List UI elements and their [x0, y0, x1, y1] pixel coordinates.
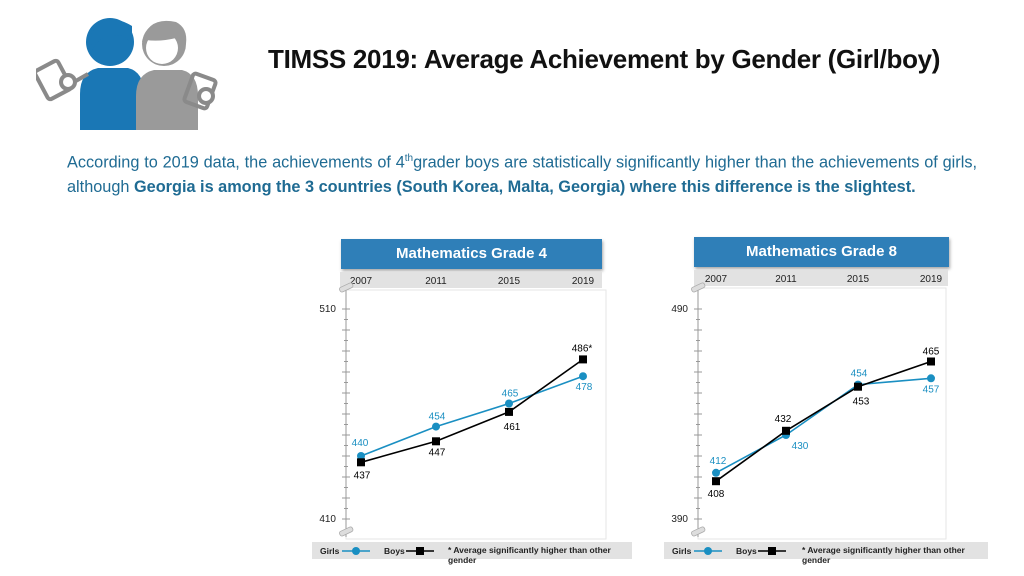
data-point-boys — [432, 437, 440, 446]
x-tick-label: 2007 — [350, 276, 373, 287]
legend-grade8: Girls Boys * Average significantly highe… — [664, 542, 988, 565]
data-point-boys — [854, 382, 862, 391]
data-label-boys: 465 — [923, 347, 940, 358]
data-label-girls: 457 — [923, 384, 940, 395]
data-label-boys: 453 — [853, 397, 870, 408]
boy-reading-icon — [136, 20, 218, 130]
legend-girls-label: Girls — [672, 546, 692, 556]
x-tick-label: 2019 — [920, 274, 943, 285]
intro-paragraph: According to 2019 data, the achievements… — [67, 146, 977, 200]
legend-boys-marker — [406, 547, 434, 555]
legend-note: * Average significantly higher than othe… — [448, 545, 611, 565]
data-label-boys: 432 — [775, 414, 792, 425]
x-tick-label: 2015 — [847, 274, 870, 285]
series-line-boys — [360, 358, 584, 464]
chart-grade4: 2007 2011 2015 2019 510 410 440 454 465 478 437 447… — [319, 272, 607, 540]
series-line-girls — [715, 377, 932, 474]
data-label-girls: 454 — [851, 369, 868, 380]
intro-superscript: th — [404, 153, 414, 164]
data-point-girls — [712, 468, 720, 477]
legend-girls-marker — [342, 547, 370, 555]
data-label-boys: 461 — [504, 422, 521, 433]
data-point-boys — [357, 458, 365, 467]
plot-frame — [697, 287, 947, 540]
chart-title-grade8: Mathematics Grade 8 — [694, 237, 949, 267]
legend-note: * Average significantly higher than othe… — [802, 545, 965, 565]
students-logo — [36, 18, 218, 130]
legend-grade4: Girls Boys * Average significantly highe… — [312, 542, 632, 565]
intro-text-1: According to 2019 data, the achievements… — [67, 153, 405, 172]
data-label-boys: 437 — [354, 470, 371, 481]
data-point-girls — [357, 452, 365, 460]
legend-girls-marker — [694, 547, 722, 555]
y-tick-label-max: 490 — [671, 304, 688, 315]
data-point-girls — [927, 374, 935, 383]
x-tick-label: 2011 — [425, 276, 447, 287]
data-point-boys — [579, 355, 587, 364]
data-label-girls: 478 — [576, 382, 593, 393]
legend-boys-label: Boys — [736, 546, 757, 556]
y-tick-label-min: 410 — [319, 514, 336, 525]
series-line-boys — [715, 360, 932, 482]
data-point-boys — [927, 357, 935, 366]
data-point-girls — [505, 399, 513, 408]
data-point-boys — [505, 407, 513, 416]
data-label-girls: 465 — [502, 389, 519, 400]
axis-break-bottom — [691, 526, 706, 537]
girl-reading-icon — [36, 18, 144, 130]
axis-break-bottom — [339, 526, 354, 537]
data-label-boys: 447 — [429, 447, 446, 458]
x-tick-label: 2015 — [498, 276, 521, 287]
data-point-girls — [579, 372, 587, 381]
axis-break-top — [339, 282, 354, 293]
data-label-girls: 430 — [792, 441, 809, 452]
data-point-boys — [712, 477, 720, 486]
data-point-boys — [782, 426, 790, 435]
x-axis-bar — [694, 270, 948, 286]
data-label-boys: 408 — [708, 489, 725, 500]
series-line-girls — [360, 375, 584, 457]
x-tick-label: 2019 — [572, 276, 595, 287]
data-label-girls: 454 — [429, 412, 446, 423]
data-label-girls: 440 — [352, 438, 369, 449]
x-tick-label: 2011 — [775, 274, 797, 285]
x-axis-bar — [340, 272, 602, 288]
data-point-girls — [432, 422, 440, 431]
legend-boys-marker — [758, 547, 786, 555]
legend-girls-label: Girls — [320, 546, 340, 556]
intro-highlight: Georgia is among the 3 countries (South … — [134, 178, 916, 197]
chart-grade8: 2007 2011 2015 2019 490 390 412 430 454 457 408 432… — [671, 270, 948, 540]
y-tick-label-min: 390 — [671, 514, 688, 525]
chart-title-grade4: Mathematics Grade 4 — [341, 239, 602, 269]
data-label-girls: 412 — [710, 456, 727, 467]
intro-text-2: grader boys are statistically significan… — [67, 153, 977, 197]
legend-boys-label: Boys — [384, 546, 405, 556]
x-tick-label: 2007 — [705, 274, 728, 285]
axis-break-top — [691, 282, 706, 293]
page-title: TIMSS 2019: Average Achievement by Gende… — [268, 44, 941, 74]
data-label-boys: 486* — [572, 343, 593, 354]
y-tick-label-max: 510 — [319, 304, 336, 315]
